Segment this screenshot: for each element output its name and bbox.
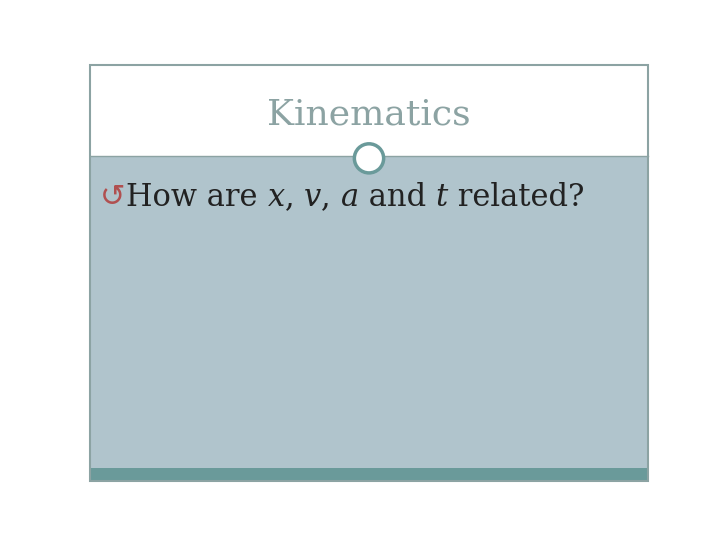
- Text: x: x: [268, 183, 285, 213]
- Bar: [90, 156, 648, 468]
- Text: ↺: ↺: [99, 184, 125, 212]
- Text: How are: How are: [126, 183, 268, 213]
- Text: related?: related?: [448, 183, 585, 213]
- Text: t: t: [436, 183, 448, 213]
- Bar: [90, 468, 648, 481]
- Text: v: v: [304, 183, 321, 213]
- Text: a: a: [341, 183, 359, 213]
- Text: and: and: [359, 183, 436, 213]
- Ellipse shape: [354, 144, 384, 173]
- Text: ,: ,: [321, 183, 341, 213]
- Text: Kinematics: Kinematics: [267, 98, 471, 132]
- Text: ,: ,: [285, 183, 304, 213]
- Bar: [90, 65, 648, 156]
